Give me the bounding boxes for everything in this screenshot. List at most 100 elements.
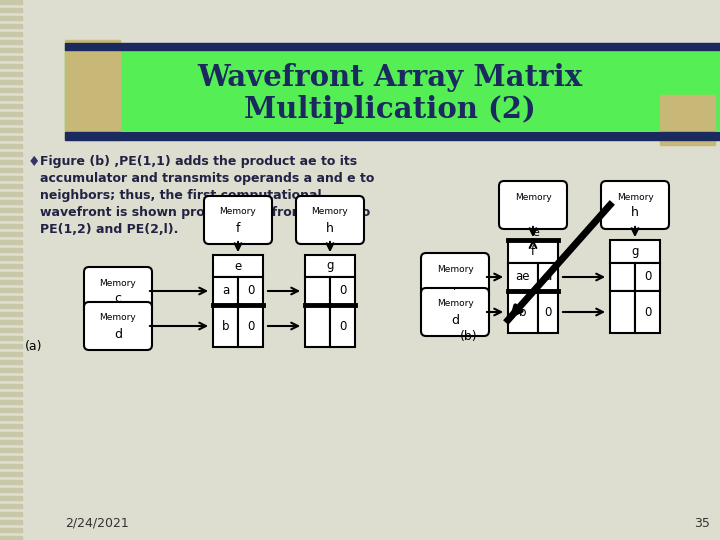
Bar [65,43,720,50]
Text: f: f [531,245,535,258]
Bar [0,480,22,484]
Bar [0,248,22,252]
Bar [0,232,22,236]
Bar [0,472,22,476]
Bar [0,264,22,268]
FancyBboxPatch shape [84,302,152,350]
Bar [538,263,558,291]
Bar [0,88,22,92]
Bar [0,216,22,220]
Bar [508,240,558,263]
Text: f: f [235,221,240,234]
Bar [0,224,22,228]
Text: h: h [631,206,639,219]
FancyBboxPatch shape [499,181,567,229]
Bar [0,392,22,396]
Text: g: g [326,260,334,273]
Bar [660,95,715,145]
Bar [610,240,660,263]
FancyBboxPatch shape [296,196,364,244]
FancyBboxPatch shape [601,181,669,229]
Text: a: a [544,271,552,284]
Text: 0: 0 [544,306,552,319]
Text: Figure (b) ,PE(1,1) adds the product ae to its: Figure (b) ,PE(1,1) adds the product ae … [40,155,357,168]
Bar [0,528,22,532]
Bar [0,200,22,204]
Bar [0,376,22,380]
Bar [0,360,22,364]
Bar [65,40,120,140]
Text: accumulator and transmits operands a and e to: accumulator and transmits operands a and… [40,172,374,185]
Text: d: d [114,327,122,341]
Text: Memory: Memory [436,265,473,273]
Text: e: e [235,260,242,273]
Text: (a): (a) [25,340,42,353]
Text: wavefront is shown propagating from PE(l,l) to: wavefront is shown propagating from PE(l… [40,206,370,219]
Bar [0,144,22,148]
Bar [0,0,22,4]
Bar [0,72,22,76]
Bar [0,296,22,300]
Bar [213,255,263,277]
Bar [0,152,22,156]
Bar [0,448,22,452]
Bar [0,56,22,60]
Bar [213,305,238,347]
Bar [538,291,558,333]
Bar [0,464,22,468]
Bar [0,512,22,516]
Text: g: g [631,245,639,258]
Bar [610,291,635,333]
Bar [0,520,22,524]
Bar [0,160,22,164]
Bar [0,368,22,372]
Bar [0,136,22,140]
Bar [0,536,22,540]
Bar [0,384,22,388]
Bar [0,32,22,36]
Text: 0: 0 [339,320,346,333]
Bar [305,255,355,277]
FancyBboxPatch shape [421,288,489,336]
Bar [0,208,22,212]
Text: Memory: Memory [616,192,653,201]
Bar [305,305,330,347]
Bar [0,104,22,108]
Bar [0,168,22,172]
Bar [0,328,22,332]
Bar [635,291,660,333]
Bar [0,40,22,44]
Bar [0,64,22,68]
Bar [238,305,263,347]
Text: PE(1,2) and PE(2,l).: PE(1,2) and PE(2,l). [40,223,179,236]
Bar [65,132,720,140]
Text: Memory: Memory [312,207,348,217]
Bar [0,408,22,412]
Bar [330,277,355,305]
Bar [0,128,22,132]
Bar [0,424,22,428]
Bar [0,456,22,460]
Bar [0,440,22,444]
Text: 35: 35 [694,517,710,530]
Text: ♦: ♦ [28,155,40,169]
Bar [0,504,22,508]
Text: Wavefront Array Matrix: Wavefront Array Matrix [197,64,582,92]
Bar [0,16,22,20]
Bar [0,400,22,404]
Text: 0: 0 [644,271,651,284]
Text: Memory: Memory [220,207,256,217]
Bar [0,280,22,284]
Bar [0,272,22,276]
Text: 0: 0 [247,285,254,298]
Bar [508,291,538,333]
Bar [0,240,22,244]
Bar [0,176,22,180]
Bar [330,305,355,347]
Bar [0,256,22,260]
Bar [0,496,22,500]
FancyBboxPatch shape [421,253,489,301]
Bar [213,277,238,305]
Bar [0,344,22,348]
Bar [305,277,330,305]
